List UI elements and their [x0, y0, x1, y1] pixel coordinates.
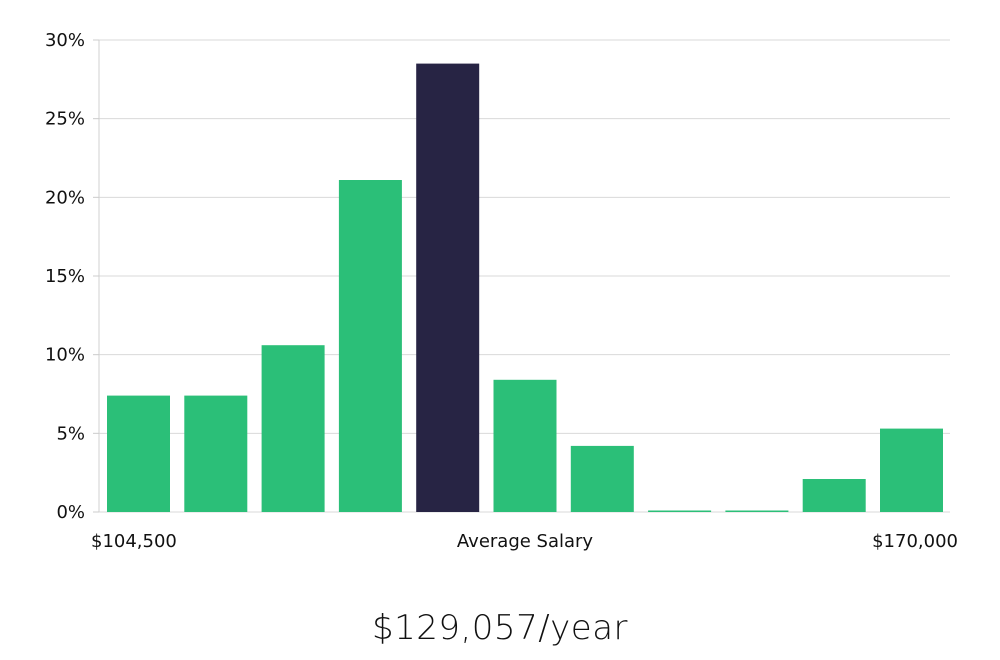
x-start-label: $104,500 — [91, 531, 177, 552]
y-tick-label: 15% — [45, 266, 85, 287]
bar-6 — [570, 445, 634, 512]
bar-3 — [338, 180, 402, 512]
bar-2 — [261, 345, 325, 512]
bar-0 — [107, 395, 170, 512]
bar-5 — [493, 379, 557, 512]
y-tick-label: 20% — [45, 187, 85, 208]
y-tick-label: 0% — [56, 502, 85, 523]
x-end-label: $170,000 — [872, 531, 958, 552]
y-axis-ticks: 0% 5% 10% 15% 20% 25% 30% — [45, 30, 99, 523]
bar-9 — [802, 479, 866, 512]
y-tick-label: 30% — [45, 30, 85, 51]
y-tick-label: 5% — [56, 423, 85, 444]
x-axis-title: Average Salary — [457, 531, 594, 552]
bar-7 — [648, 510, 712, 512]
bar-10 — [880, 428, 943, 512]
y-tick-label: 25% — [45, 109, 85, 130]
y-tick-label: 10% — [45, 345, 85, 366]
average-salary-value: $129,057/year — [371, 608, 629, 648]
salary-histogram: 0% 5% 10% 15% 20% 25% 30% $104,500 Average Sal… — [45, 30, 958, 552]
bars — [107, 63, 943, 512]
bar-1 — [184, 395, 248, 512]
bar-highlight-average — [416, 63, 480, 512]
bar-8 — [725, 510, 789, 512]
